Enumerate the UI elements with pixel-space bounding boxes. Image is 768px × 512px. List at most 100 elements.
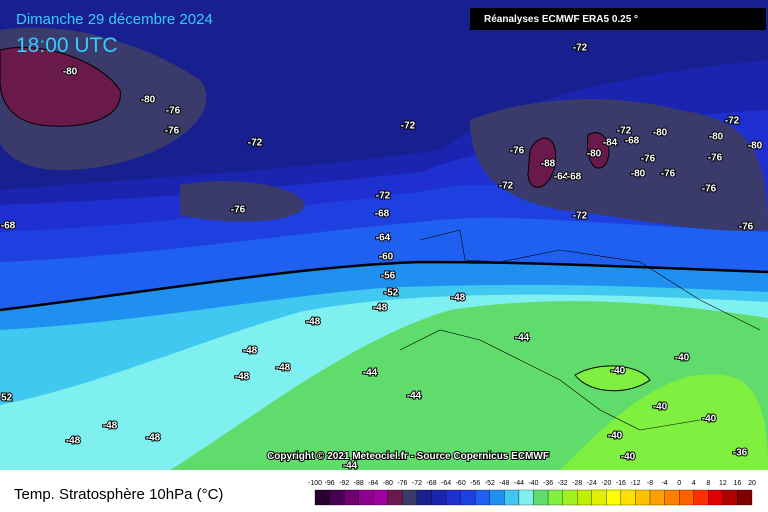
- contour-label: -76: [641, 154, 656, 165]
- colorbar-swatch: [343, 489, 359, 506]
- colorbar-swatch: [620, 489, 636, 506]
- coastline: [399, 329, 701, 431]
- contour-label: -68: [375, 209, 390, 220]
- colorbar-swatch: [737, 489, 753, 506]
- copyright: Copyright © 2021 Meteociel.fr - Source C…: [267, 451, 549, 462]
- colorbar-swatch: [679, 489, 694, 506]
- colorbar-label: -28: [572, 480, 582, 487]
- map: -80-80-76-76-72-72-72-76-68-72-68-64-60-…: [0, 0, 768, 473]
- colorbar-label: -72: [412, 480, 422, 487]
- contour-labels: -80-80-76-76-72-72-72-76-68-72-68-64-60-…: [0, 42, 764, 473]
- contour-label: -48: [235, 372, 250, 383]
- colorbar-swatch: [402, 489, 418, 506]
- contour-label: -76: [166, 106, 181, 117]
- colorbar-label: -32: [558, 480, 568, 487]
- contour-label: -68: [625, 136, 640, 147]
- colorbar-label: -80: [383, 480, 393, 487]
- colorbar-swatch: [329, 489, 345, 506]
- colorbar-label: 20: [748, 480, 756, 487]
- contour-label: -80: [141, 95, 156, 106]
- colorbar-swatch: [577, 489, 592, 506]
- cold-core: [0, 46, 121, 127]
- colorbar-label: -52: [485, 480, 495, 487]
- cold-patch: [470, 99, 768, 231]
- contour-label: -56: [381, 271, 396, 282]
- contour-label: -48: [451, 293, 466, 304]
- colorbar-swatch: [518, 489, 534, 506]
- contour-label: -76: [510, 146, 525, 157]
- legend-title: Temp. Stratosphère 10hPa (°C): [14, 486, 223, 503]
- contour-label: -72: [376, 191, 391, 202]
- contour-label: -72: [499, 181, 514, 192]
- contour-label: -72: [573, 43, 588, 54]
- band: [0, 0, 768, 190]
- colorbar-label: -84: [368, 480, 378, 487]
- colorbar-label: -36: [543, 480, 553, 487]
- colorbar-swatch: [722, 489, 738, 506]
- colorbar-label: -8: [647, 480, 653, 487]
- contour-label: -80: [587, 149, 602, 160]
- contour-label: -60: [379, 252, 394, 263]
- contour-label: -76: [708, 153, 723, 164]
- contour-label: -76: [231, 205, 246, 216]
- colorbar-swatch: [708, 489, 724, 506]
- colorbar-swatch: [591, 489, 607, 506]
- contour-label: -48: [373, 303, 388, 314]
- coastline: [419, 229, 761, 331]
- contour-label: -76: [739, 222, 754, 233]
- colorbar-swatch: [416, 489, 432, 506]
- colorbar-swatch: [431, 489, 447, 506]
- contour-label: -72: [401, 121, 416, 132]
- colorbar-label: -64: [441, 480, 451, 487]
- contour-label: -48: [146, 433, 161, 444]
- colorbar-swatch: [314, 489, 330, 506]
- colorbar-label: 16: [734, 480, 742, 487]
- contour-label: -48: [66, 436, 81, 447]
- contour-label: -72: [725, 116, 740, 127]
- colorbar-label: 8: [706, 480, 710, 487]
- colorbar-swatch: [489, 489, 505, 506]
- contour-label: -44: [407, 391, 422, 402]
- contour-label: -36: [733, 448, 748, 459]
- colorbar-label: -88: [354, 480, 364, 487]
- contour-label: -72: [248, 138, 263, 149]
- colorbar-label: -40: [528, 480, 538, 487]
- cold-patch: [180, 181, 305, 222]
- colorbar-label: -12: [630, 480, 640, 487]
- contour-label: -76: [165, 126, 180, 137]
- colorbar-swatch: [562, 489, 578, 506]
- contour-label: -40: [653, 402, 668, 413]
- colorbar-label: -20: [601, 480, 611, 487]
- colorbar-swatch: [547, 489, 563, 506]
- colorbar-label: 0: [677, 480, 681, 487]
- contour-label: -44: [343, 461, 358, 472]
- colorbar-swatch: [387, 489, 403, 506]
- colorbar-swatch: [358, 489, 374, 506]
- contour-label: -72: [617, 126, 632, 137]
- source: Réanalyses ECMWF ERA5 0.25 °: [484, 14, 638, 25]
- warm-patch: [574, 365, 651, 392]
- contour-label: -68: [567, 172, 582, 183]
- contour-label: -40: [621, 452, 636, 463]
- colorbar-label: -60: [456, 480, 466, 487]
- colorbar-label: 4: [692, 480, 696, 487]
- colorbar-swatch: [606, 489, 622, 506]
- colorbar-swatch: [445, 489, 461, 506]
- colorbar-label: -96: [325, 480, 335, 487]
- contour-label: -80: [631, 169, 646, 180]
- contour-label: -80: [748, 141, 763, 152]
- colorbar-label: -48: [499, 480, 509, 487]
- colorbar-swatch: [533, 489, 549, 506]
- contour-label: -76: [661, 169, 676, 180]
- contour-label: -80: [653, 128, 668, 139]
- contour-label: -52: [0, 393, 13, 404]
- contour-line: [0, 260, 768, 312]
- contour-label: -52: [384, 288, 399, 299]
- colorbar-label: -4: [661, 480, 667, 487]
- colorbar-label: -68: [426, 480, 436, 487]
- contour-label: -64: [554, 172, 569, 183]
- colorbar-swatch: [475, 489, 490, 506]
- colorbar-swatch: [504, 489, 520, 506]
- colorbar-swatch: [460, 489, 476, 506]
- date: Dimanche 29 décembre 2024: [16, 11, 213, 28]
